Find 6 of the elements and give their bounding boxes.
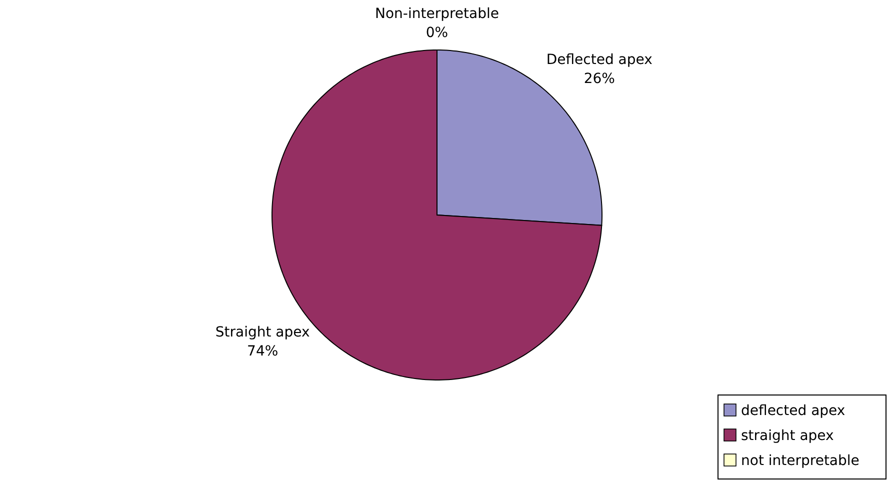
data-label: Straight apex 74% — [215, 324, 310, 360]
legend-label: straight apex — [741, 428, 834, 444]
legend-label: deflected apex — [741, 403, 846, 419]
legend-label: not interpretable — [741, 453, 860, 469]
data-label: Deflected apex 26% — [546, 52, 652, 88]
text: Non-interpretable 0% — [375, 6, 499, 41]
